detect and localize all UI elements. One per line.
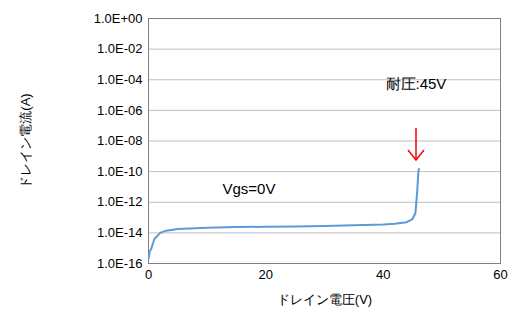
svg-text:耐圧:45V: 耐圧:45V bbox=[386, 75, 447, 92]
svg-text:1.0E-04: 1.0E-04 bbox=[97, 72, 143, 87]
svg-text:1.0E-08: 1.0E-08 bbox=[97, 133, 143, 148]
svg-text:ドレイン電流(A): ドレイン電流(A) bbox=[18, 93, 33, 188]
svg-text:1.0E-02: 1.0E-02 bbox=[97, 41, 143, 56]
svg-text:1.0E-10: 1.0E-10 bbox=[97, 164, 143, 179]
svg-text:Vgs=0V: Vgs=0V bbox=[223, 180, 276, 197]
svg-text:ドレイン電圧(V): ドレイン電圧(V) bbox=[277, 292, 372, 307]
svg-text:1.0E+00: 1.0E+00 bbox=[94, 11, 143, 26]
svg-text:0: 0 bbox=[145, 267, 152, 282]
svg-text:1.0E-06: 1.0E-06 bbox=[97, 103, 143, 118]
svg-text:1.0E-14: 1.0E-14 bbox=[97, 225, 143, 240]
svg-text:1.0E-12: 1.0E-12 bbox=[97, 194, 143, 209]
svg-text:60: 60 bbox=[493, 267, 507, 282]
svg-text:20: 20 bbox=[259, 267, 273, 282]
svg-text:40: 40 bbox=[376, 267, 390, 282]
svg-text:1.0E-16: 1.0E-16 bbox=[97, 256, 143, 271]
